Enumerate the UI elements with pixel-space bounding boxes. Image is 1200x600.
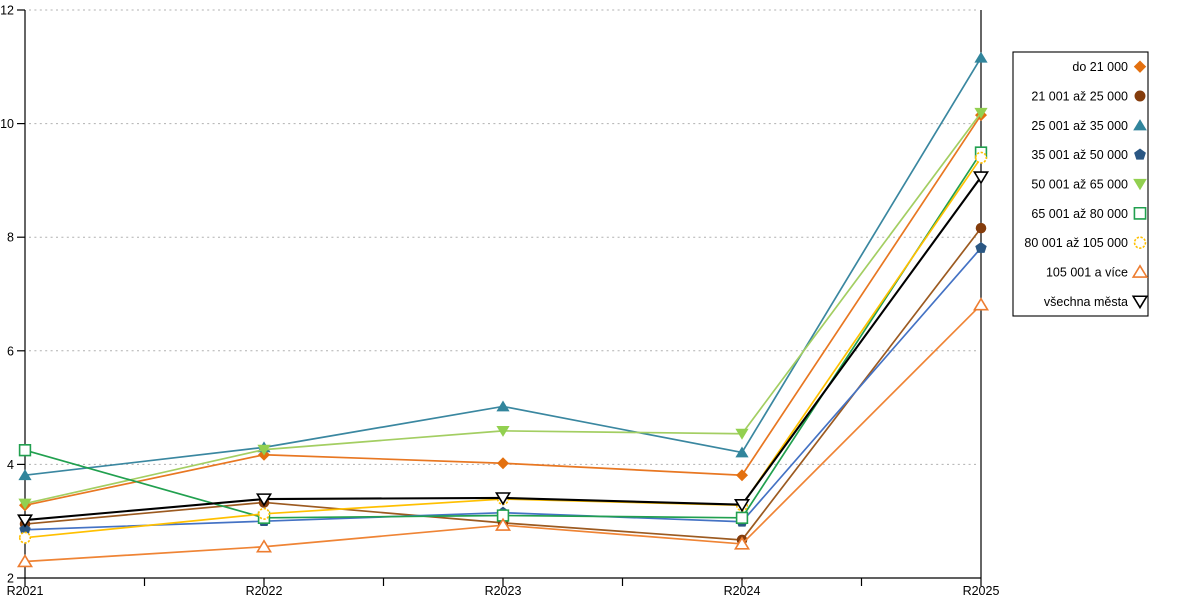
marker-circle-series-1: [975, 222, 987, 234]
x-tick-label: R2025: [963, 584, 1000, 598]
marker-pentagon-series-3: [975, 241, 987, 253]
marker-triangle-down-series-4: [974, 107, 988, 119]
legend-marker-circle-1: [1134, 90, 1146, 102]
marker-triangle-down-series-4: [18, 498, 32, 510]
legend-label-8: všechna města: [1044, 295, 1128, 309]
marker-diamond-series-0: [736, 469, 748, 482]
series-line-6: [24, 157, 982, 539]
marker-triangle-up-series-2: [974, 51, 988, 63]
x-tick-label: R2023: [485, 584, 522, 598]
series-line-4: [24, 112, 982, 505]
marker-triangle-up-series-7: [16, 553, 34, 568]
marker-triangle-down-series-4: [257, 444, 271, 456]
legend-marker-triangle-down-4: [1133, 178, 1147, 191]
series-line-0: [24, 114, 982, 507]
legend-label-5: 65 001 až 80 000: [1031, 207, 1128, 221]
marker-triangle-down-series-8: [733, 499, 751, 513]
legend-label-1: 21 001 až 25 000: [1031, 90, 1128, 104]
legend-label-0: do 21 000: [1072, 60, 1128, 74]
marker-square-series-5: [18, 444, 32, 457]
series-line-3: [24, 247, 982, 531]
marker-pentagon-series-3: [19, 523, 31, 535]
legend-marker-pentagon-3: [1134, 148, 1146, 160]
y-tick-label: 4: [7, 458, 14, 472]
marker-triangle-up-series-7: [255, 539, 273, 553]
marker-triangle-down-series-4: [735, 428, 749, 440]
legend-marker-circle-6: [1133, 236, 1147, 249]
legend-marker-diamond-0: [1133, 60, 1147, 73]
legend-label-3: 35 001 až 50 000: [1031, 148, 1128, 162]
y-tick-label: 10: [0, 117, 14, 131]
marker-triangle-up-series-2: [496, 400, 510, 412]
marker-triangle-up-series-7: [494, 517, 512, 531]
marker-square-series-5: [496, 509, 510, 522]
y-tick-label: 2: [7, 572, 14, 586]
legend-label-6: 80 001 až 105 000: [1024, 236, 1128, 250]
x-tick-label: R2021: [7, 584, 44, 598]
marker-triangle-up-series-7: [733, 536, 751, 550]
y-tick-label: 12: [0, 4, 14, 18]
legend-marker-square-5: [1133, 206, 1147, 220]
legend-label-4: 50 001 až 65 000: [1031, 178, 1128, 192]
x-tick-label: R2024: [724, 584, 761, 598]
marker-circle-series-6: [974, 151, 988, 164]
marker-triangle-down-series-8: [16, 514, 34, 528]
legend-marker-triangle-down-8: [1131, 295, 1149, 310]
marker-square-series-5: [735, 511, 749, 524]
x-tick-label: R2022: [246, 584, 283, 598]
marker-triangle-up-series-2: [735, 446, 749, 458]
marker-circle-series-6: [257, 507, 271, 520]
y-tick-label: 8: [7, 231, 14, 245]
marker-circle-series-6: [18, 531, 32, 544]
marker-triangle-down-series-8: [972, 171, 990, 185]
marker-triangle-down-series-8: [255, 493, 273, 507]
legend-marker-triangle-up-2: [1133, 119, 1147, 131]
y-tick-label: 6: [7, 344, 14, 358]
marker-diamond-series-0: [497, 457, 509, 470]
legend-box: [1012, 51, 1149, 317]
legend-label-7: 105 001 a více: [1046, 266, 1128, 280]
legend-marker-triangle-up-7: [1131, 264, 1149, 278]
marker-triangle-up-series-2: [18, 469, 32, 481]
marker-triangle-down-series-4: [496, 425, 510, 437]
marker-triangle-up-series-7: [972, 297, 990, 311]
legend-label-2: 25 001 až 35 000: [1031, 119, 1128, 133]
marker-triangle-down-series-8: [494, 492, 512, 506]
